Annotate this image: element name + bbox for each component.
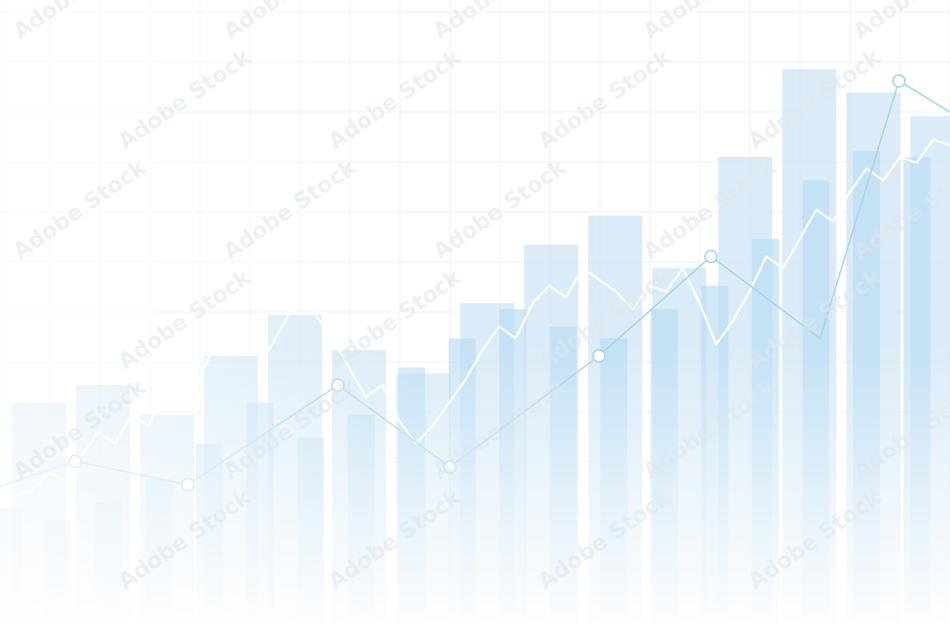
left-fade: [0, 0, 950, 625]
chart: Adobe Stock Adobe Stock Adobe Stock Adobe S…: [0, 0, 950, 625]
